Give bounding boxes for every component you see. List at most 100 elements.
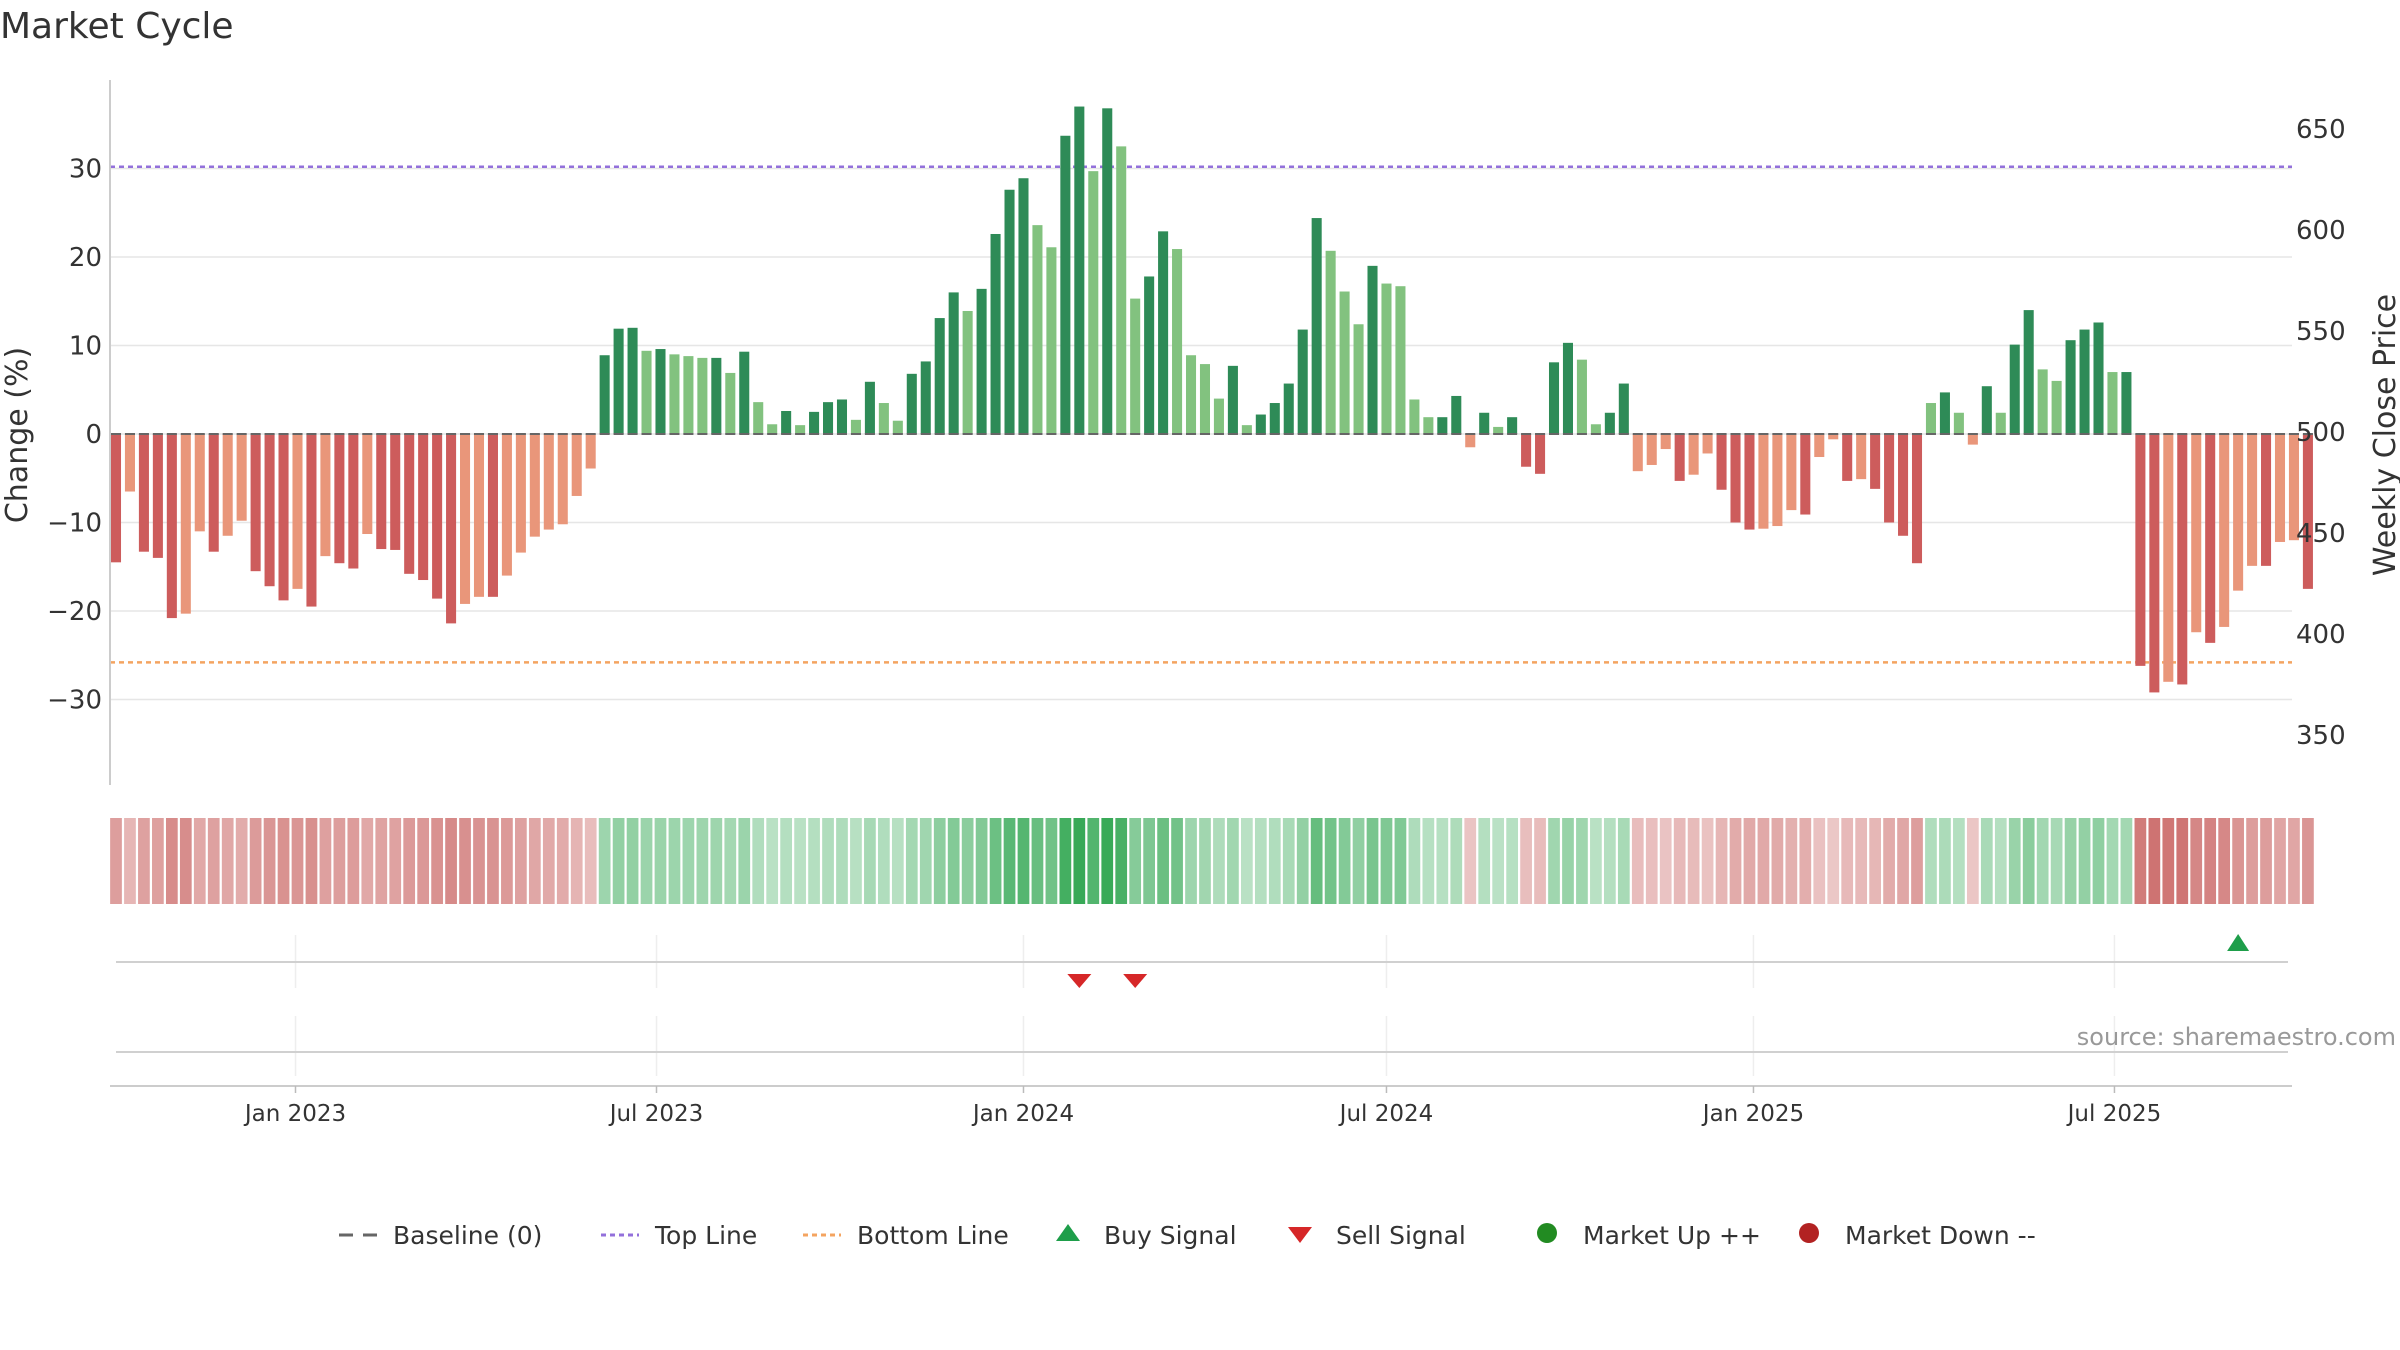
heatmap-cell [2232,818,2244,904]
y-axis-left-label: Change (%) [0,347,35,523]
heatmap-cell [794,818,806,904]
heatmap-cell [2148,818,2161,904]
heatmap-cell [1017,818,1030,904]
heatmap-cell [1966,818,1979,904]
bar [1702,434,1713,454]
heatmap-cell [1617,818,1630,904]
bar [2205,434,2216,643]
legend-item: Bottom Line [803,1221,1009,1250]
bar [948,292,959,434]
bar [348,434,359,569]
legend-item: Baseline (0) [339,1221,542,1250]
bar [487,434,498,597]
bar [529,434,540,537]
bar [1102,108,1113,434]
heatmap-cell [1743,818,1756,904]
heatmap-cell [528,818,541,904]
bar [473,434,485,597]
heatmap-cell [1883,818,1895,904]
heatmap-cell [668,818,681,904]
bar [1158,231,1169,434]
bar [1674,434,1685,481]
legend-item: Buy Signal [1056,1221,1237,1250]
heatmap-cell [2008,818,2021,904]
legend-label: Buy Signal [1104,1221,1237,1250]
legend-item: Market Down -- [1799,1221,2036,1250]
bar [1367,265,1378,434]
bar [795,425,806,434]
bar [2037,369,2048,434]
bar [1828,434,1839,440]
bar [1590,424,1601,434]
legend-item: Market Up ++ [1537,1221,1761,1250]
heatmap-cell [2302,818,2314,904]
heatmap-cell [1464,818,1477,904]
bar [767,424,778,434]
bar [1185,355,1197,434]
bar [334,434,345,564]
heatmap-cell [165,818,178,904]
heatmap-cell [682,818,695,904]
heatmap-cell [110,818,122,904]
market-panel [116,1016,2288,1076]
heatmap-cell [333,818,346,904]
bar [278,434,289,601]
heatmap-cell [347,818,360,904]
bar [850,419,861,434]
heatmap-cell [2204,818,2217,904]
heatmap-cell [445,818,457,904]
bar [2149,434,2160,693]
change-bars [110,106,2313,693]
heatmap-cell [1827,818,1840,904]
heatmap-cell [1729,818,1742,904]
heatmap-cell [1310,818,1323,904]
bar [1144,276,1155,434]
bar [2079,329,2090,434]
heatmap-cell [2134,818,2147,904]
heatmap-cell [724,818,737,904]
heatmap-cell [1268,818,1281,904]
x-tick-label: Jul 2025 [2066,1101,2162,1127]
bar [920,361,931,434]
heatmap-cell [961,818,974,904]
bar [306,434,317,607]
bar [1911,434,1923,564]
heatmap-cell [1422,818,1435,904]
y-tick-label-right: 500 [2296,418,2346,448]
y-tick-label-left: −10 [47,509,102,539]
bar [1269,403,1280,434]
bar [1423,417,1434,434]
heatmap-cell [2078,818,2091,904]
bar [1479,412,1490,434]
y-tick-label-right: 550 [2296,317,2346,347]
y-tick-label-left: 20 [69,243,102,273]
bar [1172,249,1183,434]
bar [1227,365,1238,434]
heatmap-cell [305,818,318,904]
heatmap-cell [766,818,779,904]
legend-swatch [1537,1223,1557,1243]
heatmap-cell [1603,818,1616,904]
heatmap-cell [626,818,639,904]
legend-label: Top Line [654,1221,757,1250]
heatmap-cell [878,818,890,904]
heatmap-cell [1129,818,1142,904]
heatmap-cell [361,818,374,904]
heatmap-cell [2036,818,2049,904]
heatmap-cell [1673,818,1686,904]
bar [2302,434,2313,589]
heatmap-cell [542,818,555,904]
heatmap-cell [417,818,430,904]
bar [2177,434,2188,685]
heatmap-cell [221,818,234,904]
bar [1241,425,1252,434]
bar [110,434,122,563]
legend-swatch [1799,1223,1819,1243]
bar [194,434,205,532]
legend-swatch [1056,1224,1080,1241]
heatmap-cell [864,818,876,904]
heatmap-cell [891,818,904,904]
bar [669,354,680,434]
bar [697,357,708,434]
heatmap-cell [1492,818,1505,904]
